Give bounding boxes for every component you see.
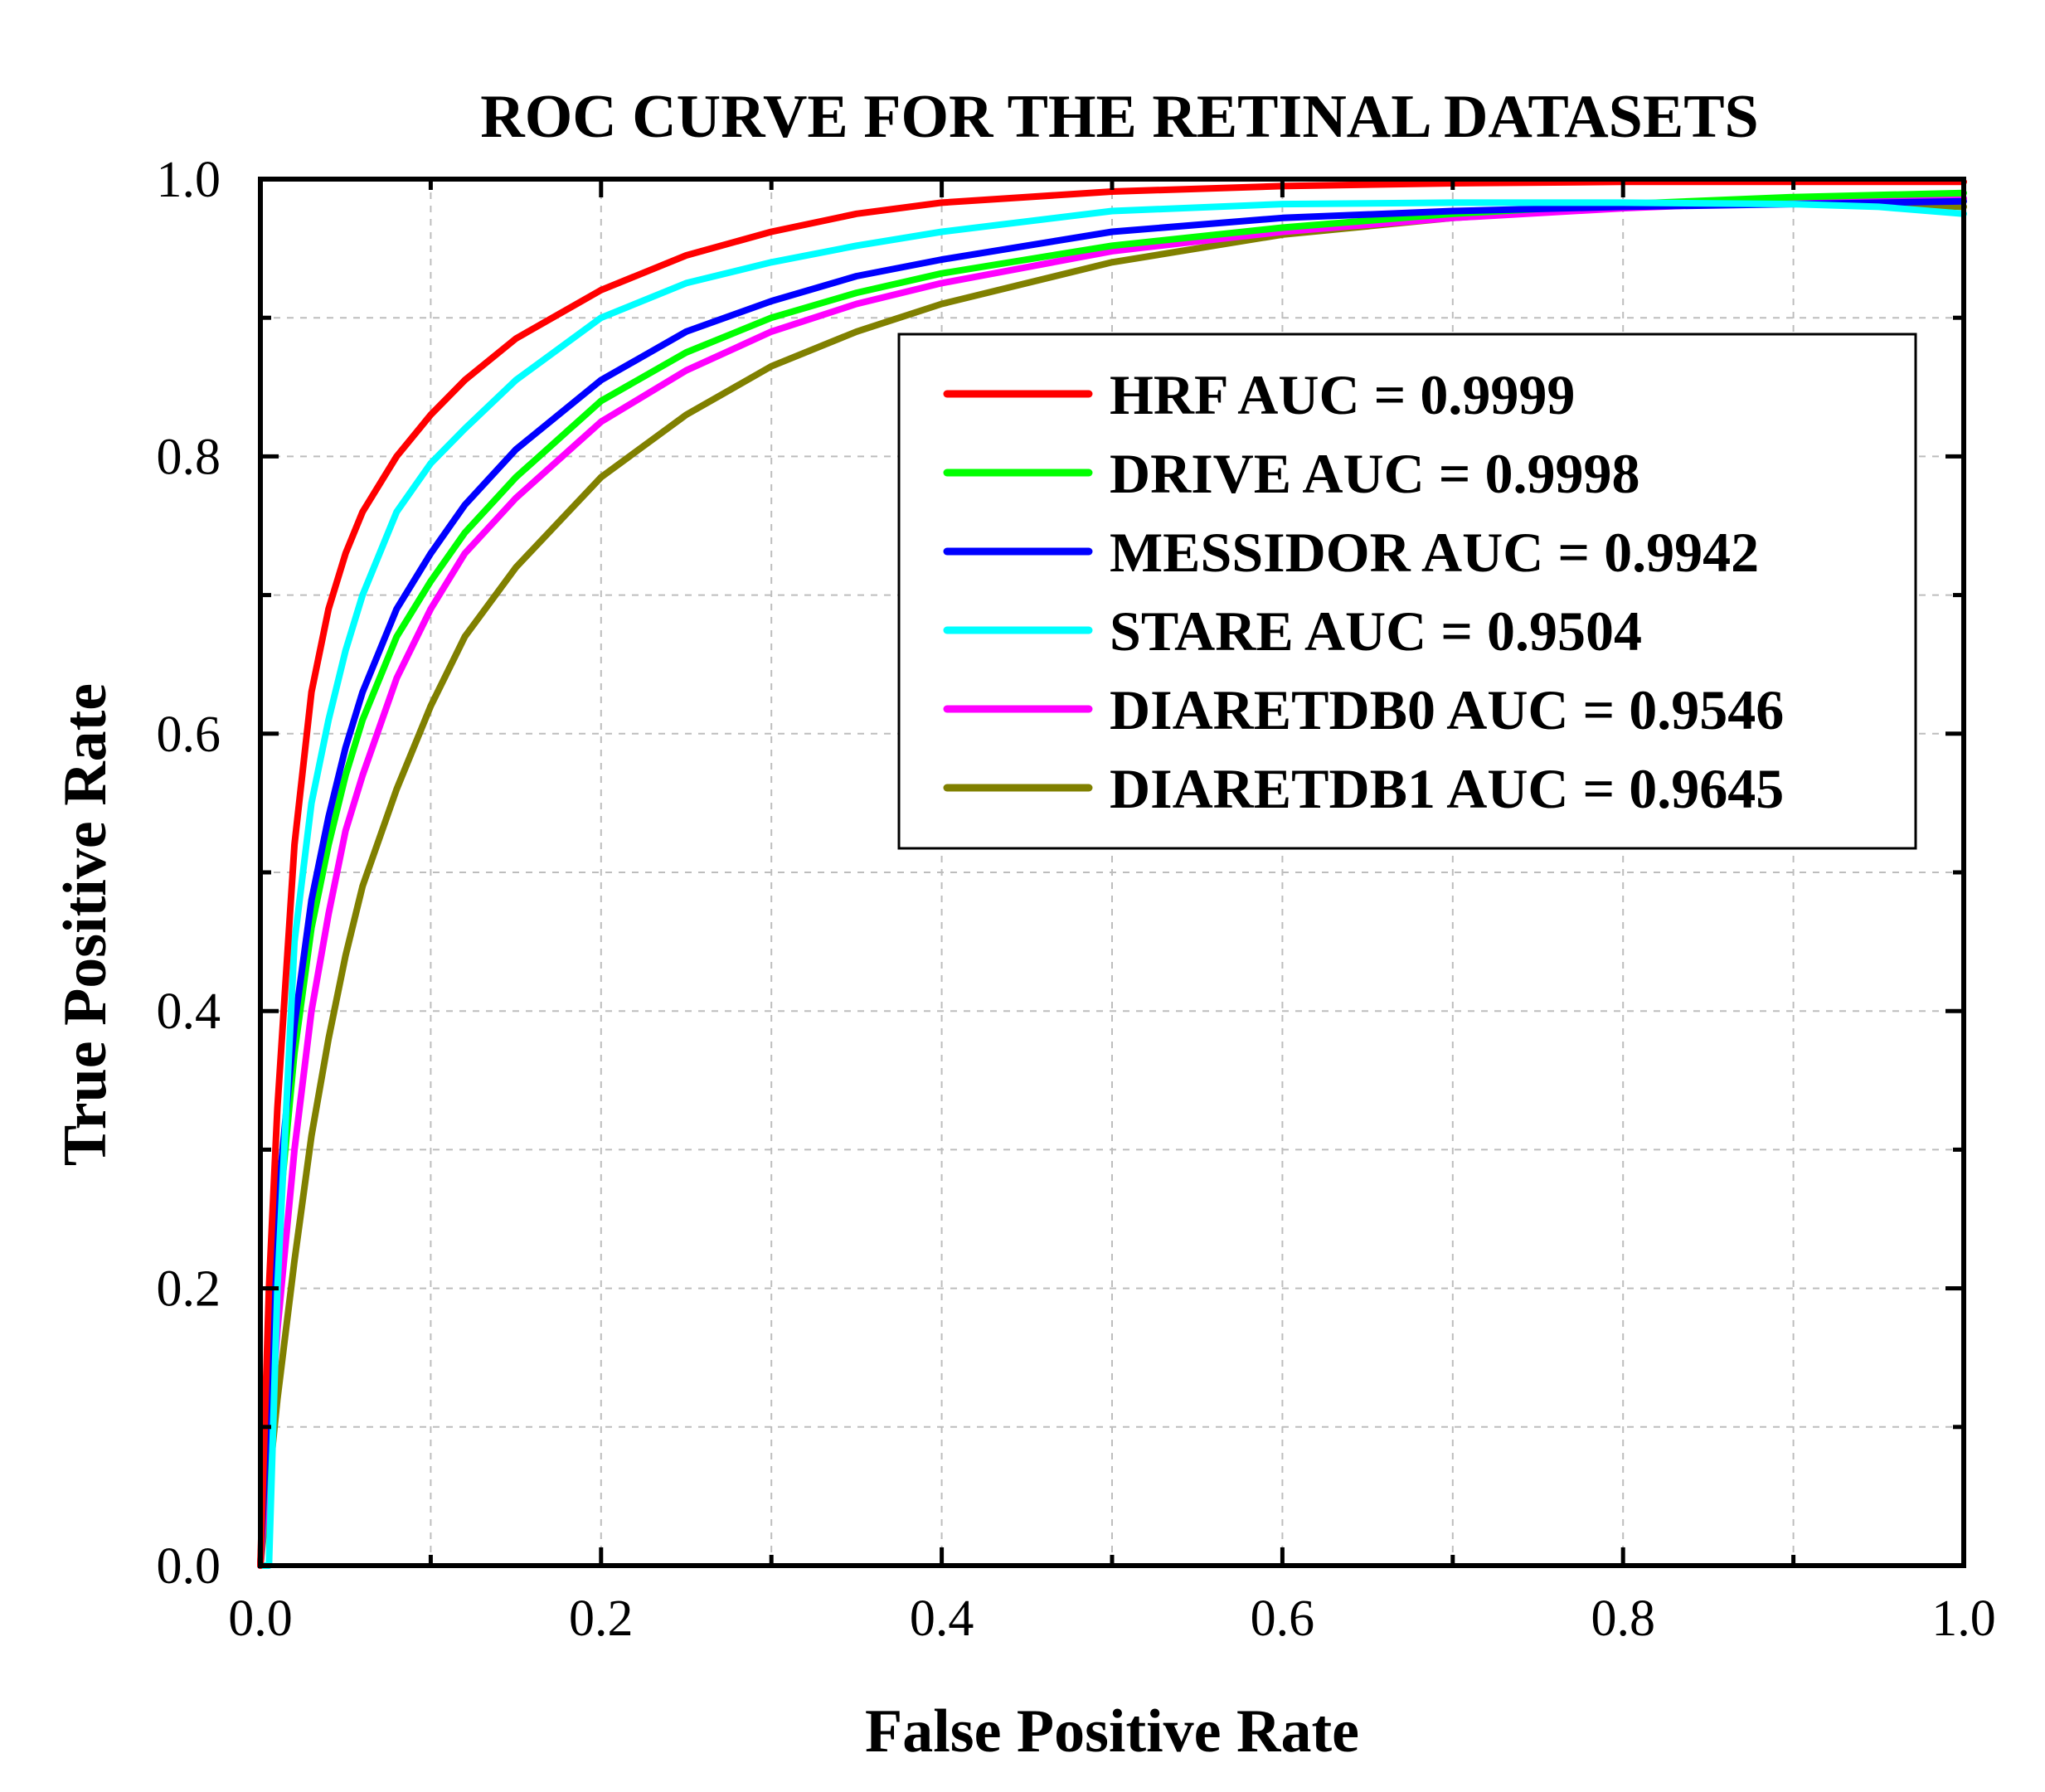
y-tick-label: 0.4	[157, 983, 221, 1040]
roc-curve-diaretdb0	[257, 195, 1967, 1569]
y-tick-label: 0.6	[157, 707, 221, 763]
legend-label: DIARETDB1 AUC = 0.9645	[1110, 757, 1784, 820]
legend-box	[897, 333, 1917, 850]
legend-label: DRIVE AUC = 0.9998	[1110, 442, 1639, 505]
legend-label: MESSIDOR AUC = 0.9942	[1110, 521, 1759, 584]
roc-curves	[257, 178, 1967, 1569]
legend-label: HRF AUC = 0.9999	[1110, 363, 1575, 426]
y-tick-label: 1.0	[157, 152, 221, 208]
x-tick-label: 0.4	[910, 1590, 974, 1647]
y-tick-label: 0.2	[157, 1261, 221, 1318]
x-tick-label: 0.2	[569, 1590, 634, 1647]
roc-curve-messidor	[257, 197, 1967, 1569]
x-tick-label: 0.6	[1251, 1590, 1315, 1647]
legend-label: STARE AUC = 0.9504	[1110, 600, 1642, 663]
legend-label: DIARETDB0 AUC = 0.9546	[1110, 678, 1784, 741]
roc-curve-drive	[257, 189, 1967, 1569]
y-axis-label: True Positive Rate	[51, 683, 119, 1166]
x-tick-label: 0.0	[228, 1590, 293, 1647]
legend: HRF AUC = 0.9999 DRIVE AUC = 0.9998 MESSID…	[897, 333, 1917, 850]
y-tick-label: 0.8	[157, 429, 221, 485]
x-tick-label: 1.0	[1931, 1590, 1996, 1647]
roc-curve-stare	[257, 199, 1967, 1569]
tick-labels: 0.0 0.2 0.4 0.6 0.8 1.0 0.0 0.2 0.4 0.6 0.8 1.0	[157, 152, 1996, 1647]
x-tick-label: 0.8	[1591, 1590, 1655, 1647]
x-axis-label: False Positive Rate	[865, 1697, 1359, 1765]
chart-title: ROC CURVE FOR THE RETINAL DATASETS	[480, 83, 1758, 151]
y-tick-label: 0.0	[157, 1538, 221, 1595]
roc-curve-hrf	[257, 178, 1967, 1569]
axis-ticks	[258, 177, 1966, 1568]
